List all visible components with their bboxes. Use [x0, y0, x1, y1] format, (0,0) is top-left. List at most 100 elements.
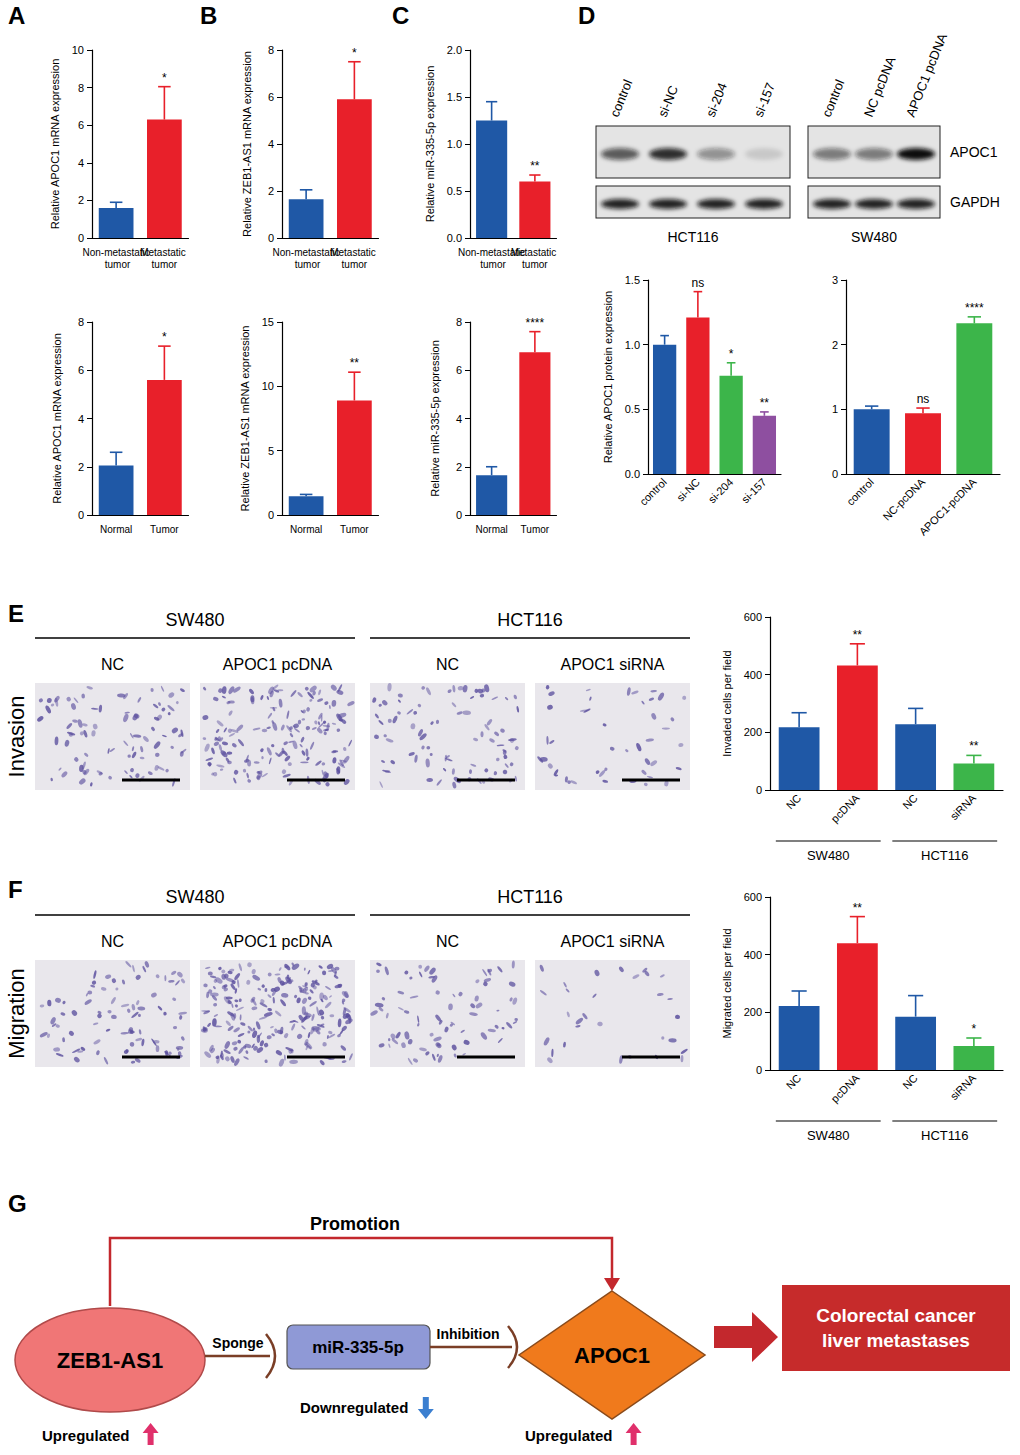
svg-text:400: 400: [744, 669, 762, 681]
svg-text:APOC1 pcDNA: APOC1 pcDNA: [223, 933, 333, 950]
svg-text:APOC1 pcDNA: APOC1 pcDNA: [903, 31, 950, 119]
svg-text:HCT116: HCT116: [667, 229, 718, 245]
svg-text:control: control: [844, 476, 876, 508]
svg-text:Tumor: Tumor: [150, 524, 179, 535]
svg-text:tumor: tumor: [292, 259, 321, 270]
svg-text:tumor: tumor: [477, 259, 506, 270]
svg-text:**: **: [853, 628, 863, 642]
svg-text:Metastatic: Metastatic: [330, 247, 378, 258]
svg-text:1.0: 1.0: [447, 138, 462, 150]
svg-text:Relative APOC1 protein express: Relative APOC1 protein expression: [602, 291, 614, 463]
svg-text:siRNA: siRNA: [948, 791, 979, 822]
svg-text:Invaded cells per field: Invaded cells per field: [721, 650, 733, 756]
svg-text:control: control: [819, 77, 848, 119]
svg-text:APOC1 siRNA: APOC1 siRNA: [560, 933, 664, 950]
svg-text:si-204: si-204: [703, 81, 730, 119]
svg-text:1.5: 1.5: [625, 274, 640, 286]
svg-text:Relative ZEB1-AS1 mRNA express: Relative ZEB1-AS1 mRNA expression: [239, 326, 251, 512]
svg-text:0: 0: [832, 468, 838, 480]
svg-text:Upregulated: Upregulated: [525, 1427, 613, 1444]
svg-text:Tumor: Tumor: [521, 524, 550, 535]
svg-text:si-204: si-204: [706, 476, 736, 506]
svg-text:si-NC: si-NC: [655, 83, 681, 119]
svg-text:1.5: 1.5: [447, 91, 462, 103]
svg-text:*: *: [972, 1022, 977, 1036]
svg-text:si-157: si-157: [751, 81, 778, 119]
svg-text:control: control: [637, 476, 669, 508]
svg-text:0.5: 0.5: [625, 403, 640, 415]
svg-text:2: 2: [456, 461, 462, 473]
svg-text:6: 6: [78, 119, 84, 131]
svg-text:Downregulated: Downregulated: [300, 1399, 408, 1416]
svg-text:Migrated cells per field: Migrated cells per field: [721, 928, 733, 1038]
svg-text:G: G: [8, 1190, 27, 1217]
svg-text:APOC1 siRNA: APOC1 siRNA: [560, 656, 664, 673]
svg-text:0: 0: [756, 1064, 762, 1076]
svg-text:siRNA: siRNA: [948, 1071, 979, 1102]
svg-text:Relative miR-335-5p expression: Relative miR-335-5p expression: [429, 340, 441, 497]
svg-text:tumor: tumor: [342, 259, 368, 270]
svg-text:tumor: tumor: [522, 259, 548, 270]
svg-text:0.0: 0.0: [625, 468, 640, 480]
svg-text:A: A: [8, 2, 25, 29]
svg-text:*: *: [162, 330, 167, 344]
svg-text:0: 0: [268, 232, 274, 244]
svg-text:HCT116: HCT116: [921, 848, 968, 863]
svg-text:0: 0: [456, 509, 462, 521]
svg-text:NC: NC: [436, 933, 459, 950]
svg-text:*: *: [352, 46, 357, 60]
svg-text:4: 4: [268, 138, 274, 150]
svg-text:Normal: Normal: [100, 524, 132, 535]
svg-text:NC: NC: [101, 933, 124, 950]
svg-text:Invasion: Invasion: [4, 696, 29, 778]
svg-text:Colorectal cancerliver metasta: Colorectal cancerliver metastases: [816, 1305, 976, 1351]
svg-text:NC-pcDNA: NC-pcDNA: [880, 475, 927, 522]
svg-text:Relative APOC1 mRNA expression: Relative APOC1 mRNA expression: [51, 333, 63, 504]
svg-text:Sponge: Sponge: [212, 1335, 264, 1351]
svg-text:Relative ZEB1-AS1 mRNA express: Relative ZEB1-AS1 mRNA expression: [241, 51, 253, 237]
svg-text:NC: NC: [101, 656, 124, 673]
svg-text:1: 1: [832, 403, 838, 415]
svg-text:F: F: [8, 876, 23, 903]
svg-text:Relative miR-335-5p expression: Relative miR-335-5p expression: [424, 66, 436, 223]
svg-text:**: **: [350, 356, 360, 370]
svg-text:Tumor: Tumor: [340, 524, 369, 535]
svg-text:B: B: [200, 2, 217, 29]
svg-text:2: 2: [832, 339, 838, 351]
svg-text:ns: ns: [692, 276, 705, 290]
svg-text:2.0: 2.0: [447, 44, 462, 56]
svg-text:APOC1 pcDNA: APOC1 pcDNA: [223, 656, 333, 673]
svg-text:2: 2: [268, 185, 274, 197]
svg-text:6: 6: [268, 91, 274, 103]
svg-text:ZEB1-AS1: ZEB1-AS1: [57, 1348, 163, 1373]
svg-text:Metastatic: Metastatic: [140, 247, 188, 258]
svg-text:HCT116: HCT116: [921, 1128, 968, 1143]
svg-text:SW480: SW480: [165, 610, 224, 630]
svg-text:600: 600: [744, 611, 762, 623]
svg-text:6: 6: [456, 364, 462, 376]
svg-text:Metastatic: Metastatic: [511, 247, 559, 258]
svg-text:0: 0: [78, 232, 84, 244]
svg-text:**: **: [530, 159, 540, 173]
svg-text:SW480: SW480: [165, 887, 224, 907]
svg-text:Upregulated: Upregulated: [42, 1427, 130, 1444]
svg-text:HCT116: HCT116: [497, 610, 563, 630]
svg-text:*: *: [729, 347, 734, 361]
svg-text:8: 8: [78, 316, 84, 328]
svg-text:Inhibition: Inhibition: [437, 1326, 500, 1342]
svg-text:2: 2: [78, 461, 84, 473]
svg-text:8: 8: [456, 316, 462, 328]
svg-text:pcDNA: pcDNA: [829, 791, 863, 825]
svg-text:4: 4: [456, 413, 462, 425]
svg-text:pcDNA: pcDNA: [829, 1071, 863, 1105]
svg-text:8: 8: [268, 44, 274, 56]
svg-text:Normal: Normal: [476, 524, 508, 535]
svg-text:NC: NC: [900, 792, 920, 812]
svg-text:SW480: SW480: [851, 229, 897, 245]
svg-text:10: 10: [72, 44, 84, 56]
svg-text:0.0: 0.0: [447, 232, 462, 244]
svg-text:**: **: [760, 396, 770, 410]
svg-text:Promotion: Promotion: [310, 1214, 400, 1234]
svg-text:NC: NC: [436, 656, 459, 673]
svg-text:APOC1-pcDNA: APOC1-pcDNA: [917, 475, 979, 537]
